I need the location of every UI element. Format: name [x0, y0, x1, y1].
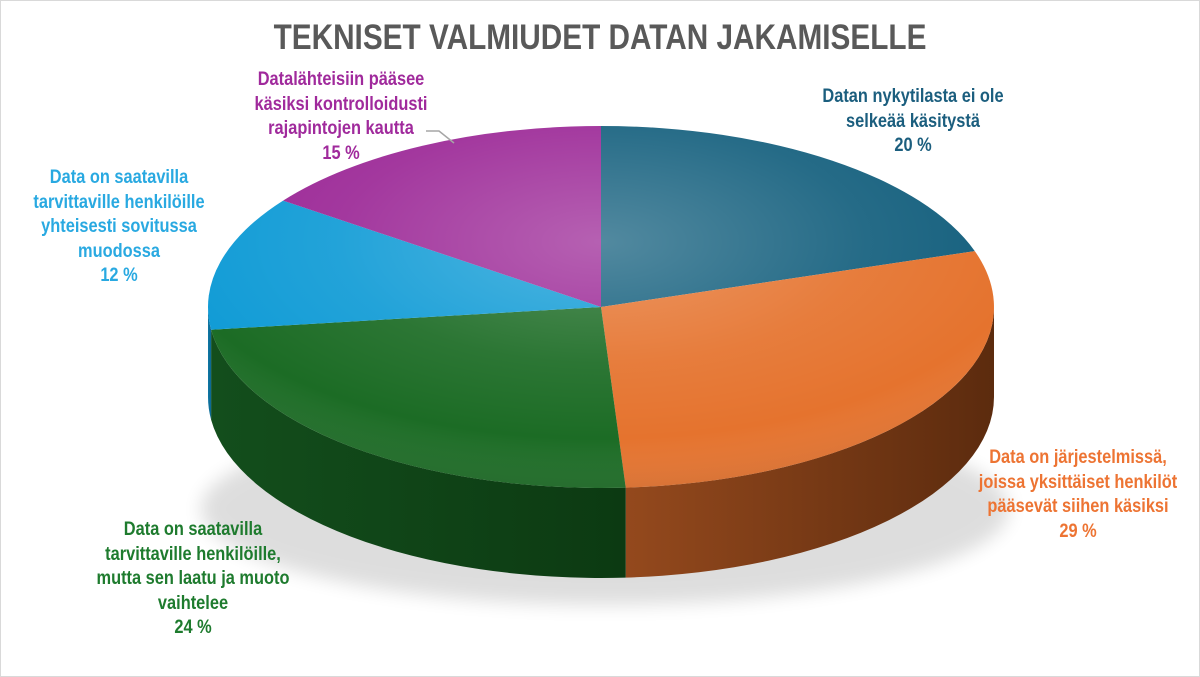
label-purple-slice: Datalähteisiin pääsee käsiksi kontrolloi…: [255, 67, 428, 165]
label-line: rajapintojen kautta: [268, 117, 414, 139]
label-line: tarvittaville henkilöille,: [105, 542, 281, 565]
leader-line-purple: [426, 130, 455, 144]
label-line: selkeää käsitystä: [846, 109, 980, 132]
label-line: joissa yksittäiset henkilöt: [978, 470, 1178, 493]
pie-top-slices: [208, 126, 994, 488]
label-line: tarvittaville henkilöille: [33, 190, 205, 213]
label-teal-slice: Datan nykytilasta ei ole selkeää käsitys…: [822, 84, 1003, 158]
label-line: Datalähteisiin pääsee: [257, 68, 425, 90]
chart-title: TEKNISET VALMIUDET DATAN JAKAMISELLE: [273, 18, 927, 57]
label-line: Data on saatavilla: [123, 518, 263, 540]
label-percent: 29 %: [1059, 519, 1097, 542]
label-line: vaihtelee: [157, 591, 229, 614]
label-line: Data on saatavilla: [49, 166, 189, 188]
label-line: yhteisesti sovitussa: [41, 215, 197, 237]
label-line: pääsevät siihen käsiksi: [987, 495, 1169, 517]
label-line: käsiksi kontrolloidusti: [254, 92, 428, 115]
label-line: mutta sen laatu ja muoto: [96, 567, 290, 589]
label-percent: 12 %: [100, 264, 138, 286]
pie-slice-side-orange: [625, 307, 994, 578]
label-line: muodossa: [78, 239, 160, 262]
label-percent: 20 %: [894, 134, 932, 156]
label-line: Data on järjestelmissä,: [989, 446, 1167, 468]
label-orange-slice: Data on järjestelmissä, joissa yksittäis…: [979, 445, 1177, 543]
label-cyan-slice: Data on saatavilla tarvittaville henkilö…: [33, 165, 204, 288]
label-percent: 15 %: [322, 141, 360, 164]
label-green-slice: Data on saatavilla tarvittaville henkilö…: [97, 517, 290, 640]
label-line: Datan nykytilasta ei ole: [822, 85, 1004, 107]
pie-slice-side-green: [211, 329, 626, 578]
label-percent: 24 %: [174, 616, 212, 638]
